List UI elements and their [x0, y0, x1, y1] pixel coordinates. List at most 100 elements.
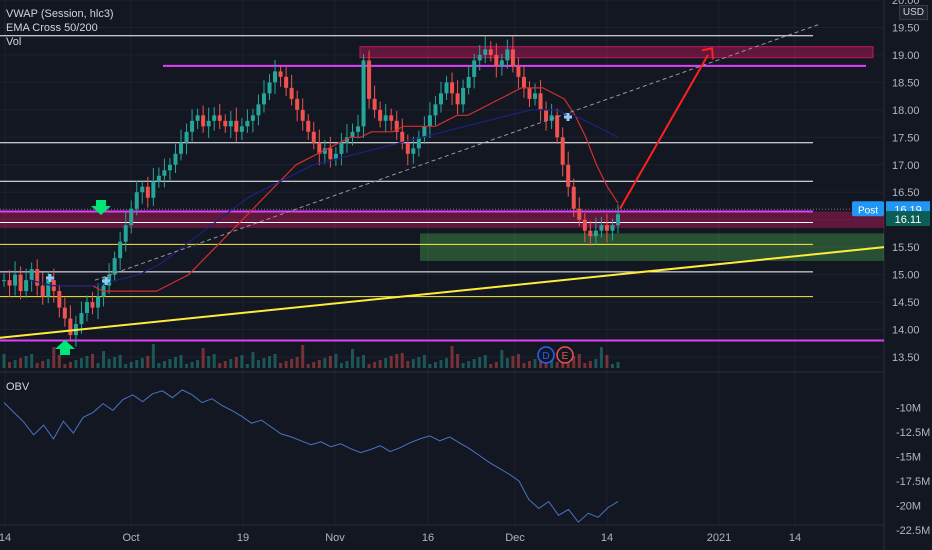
event-marker-circle-0 [537, 346, 555, 364]
horizontal-levels [0, 35, 884, 342]
volume-bar-19 [107, 359, 111, 368]
volume-bar-8 [46, 359, 50, 368]
candle-body-80 [444, 82, 449, 94]
candle-body-87 [483, 49, 488, 55]
volume-bar-97 [539, 357, 543, 368]
event-marker-circle-1 [556, 346, 574, 364]
candle-body-61 [339, 142, 344, 154]
candle-body-74 [411, 148, 416, 154]
volume-bar-27 [151, 344, 155, 368]
ema50-line [60, 87, 619, 292]
candle-body-23 [129, 208, 134, 226]
candle-body-12 [68, 318, 73, 336]
volume-bar-58 [323, 358, 327, 368]
volume-bar-21 [118, 355, 122, 368]
support-zone-green [420, 233, 884, 261]
candle-body-63 [350, 131, 355, 138]
candle-body-96 [533, 93, 538, 99]
candle-body-59 [328, 148, 333, 160]
indicator-label-ema[interactable]: EMA Cross 50/200 [6, 22, 98, 34]
obv-axis[interactable]: -10M -12.5M -15M -17.5M -20M -22.5M [896, 403, 930, 538]
candle-body-33 [184, 131, 189, 143]
candle-body-4 [24, 280, 29, 292]
price-tick-label-7: 16.50 [892, 187, 920, 199]
volume-bar-16 [91, 354, 95, 368]
time-axis[interactable]: 14 Oct 19 Nov 16 Dec 14 2021 14 [0, 532, 801, 544]
volume-bar-105 [583, 363, 587, 368]
volume-bar-33 [185, 364, 189, 368]
candle-body-97 [538, 93, 543, 110]
volume-bar-53 [295, 357, 299, 368]
candle-body-53 [295, 98, 300, 110]
support-zone-red [0, 211, 884, 228]
volume-bar-108 [599, 347, 603, 368]
candle-body-64 [356, 126, 361, 132]
candle-body-91 [505, 49, 510, 61]
candle-body-76 [422, 126, 427, 138]
last-price-value: 16.11 [895, 214, 922, 226]
volume-bar-78 [433, 362, 437, 368]
ema-lines [29, 87, 619, 292]
last-price-tag [886, 211, 930, 227]
candle-body-41 [228, 120, 233, 127]
candle-body-54 [300, 109, 305, 121]
volume-bar-32 [179, 355, 183, 368]
candle-body-48 [267, 82, 272, 94]
candle-body-6 [35, 269, 40, 286]
volume-bar-80 [445, 358, 449, 368]
volume-bar-37 [207, 356, 211, 368]
volume-bar-107 [594, 359, 598, 368]
candle-body-101 [560, 137, 565, 165]
volume-bar-111 [616, 362, 620, 368]
volume-bar-73 [406, 361, 410, 368]
volume-bar-101 [561, 360, 565, 368]
candle-body-68 [378, 109, 383, 121]
candle-body-10 [57, 291, 62, 308]
volume-bar-39 [218, 363, 222, 368]
candle-body-69 [383, 115, 388, 121]
candle-body-3 [18, 274, 23, 292]
obv-tick-label-1: -12.5M [896, 427, 930, 439]
price-tick-label-6: 17.00 [892, 160, 920, 172]
candle-body-109 [604, 225, 609, 231]
volume-bar-85 [472, 359, 476, 368]
volume-bar-86 [478, 357, 482, 368]
candle-body-62 [344, 137, 349, 143]
volume-bar-56 [312, 362, 316, 368]
candle-body-56 [311, 131, 316, 143]
candle-body-7 [40, 285, 45, 297]
volume-bar-95 [527, 361, 531, 368]
volume-bar-59 [328, 356, 332, 368]
volume-bar-51 [284, 361, 288, 368]
green-arrow-up-icon [55, 340, 75, 355]
candle-body-110 [610, 225, 615, 231]
volume-bar-28 [157, 363, 161, 368]
price-tick-label-0: 20.00 [892, 0, 920, 7]
candle-body-90 [499, 60, 504, 66]
volume-bar-93 [516, 354, 520, 368]
volume-bar-35 [196, 360, 200, 368]
volume-bar-15 [85, 356, 89, 368]
indicator-label-vwap[interactable]: VWAP (Session, hlc3) [6, 8, 114, 20]
volume-bar-50 [279, 363, 283, 368]
candle-body-1 [7, 280, 12, 286]
candle-body-105 [582, 219, 587, 231]
candle-body-70 [389, 115, 394, 121]
volume-bar-43 [240, 355, 244, 368]
zones [0, 46, 884, 261]
candle-body-108 [599, 225, 604, 231]
candle-body-49 [273, 71, 278, 83]
volume-bar-68 [378, 360, 382, 368]
price-axis[interactable]: 20.00 19.50 19.00 18.50 18.00 17.50 17.00 16.50… [852, 0, 930, 364]
candle-body-32 [179, 142, 184, 154]
candles [2, 36, 620, 347]
candle-body-14 [79, 313, 84, 325]
candle-body-47 [261, 93, 266, 105]
candle-body-28 [156, 175, 161, 182]
volume-bar-106 [588, 361, 592, 368]
indicator-label-obv[interactable]: OBV [6, 381, 30, 393]
indicator-label-vol[interactable]: Vol [6, 36, 22, 48]
volume-bar-83 [461, 363, 465, 368]
currency-label[interactable]: USD [898, 5, 928, 20]
